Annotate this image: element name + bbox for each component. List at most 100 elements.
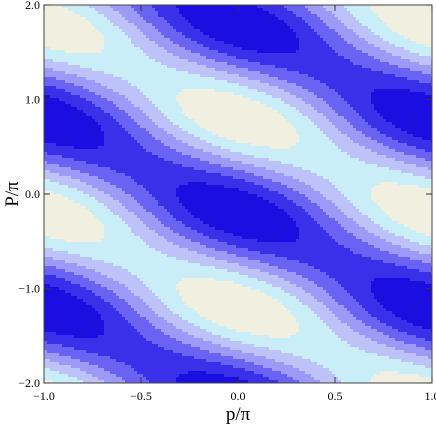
contour-cell <box>137 14 141 18</box>
contour-cell <box>296 32 300 36</box>
contour-cell <box>218 35 222 39</box>
contour-cell <box>263 17 267 21</box>
contour-cell <box>401 35 405 39</box>
contour-cell <box>407 62 411 66</box>
contour-cell <box>260 77 264 81</box>
contour-cell <box>368 17 372 21</box>
contour-cell <box>92 104 96 108</box>
contour-cell <box>290 77 294 81</box>
contour-cell <box>278 65 282 69</box>
contour-cell <box>98 38 102 42</box>
contour-cell <box>158 101 162 105</box>
contour-cell <box>326 107 330 111</box>
contour-cell <box>77 17 81 21</box>
contour-cell <box>197 41 201 45</box>
contour-cell <box>350 62 354 66</box>
contour-cell <box>65 110 69 114</box>
contour-cell <box>80 92 84 96</box>
contour-cell <box>224 83 228 87</box>
contour-cell <box>89 38 93 42</box>
contour-cell <box>203 119 207 123</box>
contour-cell <box>341 110 345 114</box>
contour-cell <box>146 50 150 54</box>
contour-cell <box>416 5 420 9</box>
contour-cell <box>248 71 252 75</box>
contour-cell <box>218 77 222 81</box>
contour-cell <box>83 83 87 87</box>
contour-cell <box>119 14 123 18</box>
contour-cell <box>413 68 417 72</box>
contour-cell <box>80 113 84 117</box>
contour-cell <box>122 56 126 60</box>
contour-cell <box>143 17 147 21</box>
contour-cell <box>287 14 291 18</box>
contour-cell <box>116 32 120 36</box>
contour-cell <box>143 41 147 45</box>
contour-cell <box>341 14 345 18</box>
contour-cell <box>44 101 48 105</box>
contour-cell <box>173 113 177 117</box>
contour-cell <box>329 29 333 33</box>
contour-cell <box>353 104 357 108</box>
contour-cell <box>401 74 405 78</box>
contour-cell <box>62 44 66 48</box>
contour-cell <box>353 86 357 90</box>
contour-cell <box>293 113 297 117</box>
contour-cell <box>149 92 153 96</box>
contour-cell <box>128 110 132 114</box>
contour-cell <box>152 86 156 90</box>
contour-cell <box>425 107 429 111</box>
contour-cell <box>128 38 132 42</box>
contour-cell <box>314 113 318 117</box>
contour-cell <box>134 83 138 87</box>
contour-cell <box>140 8 144 12</box>
contour-cell <box>143 110 147 114</box>
contour-cell <box>362 62 366 66</box>
contour-cell <box>83 38 87 42</box>
contour-cell <box>305 41 309 45</box>
contour-cell <box>77 89 81 93</box>
contour-cell <box>179 101 183 105</box>
contour-plot-area <box>44 5 432 383</box>
contour-cell <box>371 41 375 45</box>
contour-cell <box>71 44 75 48</box>
contour-cell <box>332 23 336 27</box>
contour-cell <box>263 101 267 105</box>
contour-cell <box>338 38 342 42</box>
contour-cell <box>308 92 312 96</box>
contour-cell <box>95 44 99 48</box>
contour-cell <box>398 32 402 36</box>
contour-cell <box>395 86 399 90</box>
contour-cell <box>287 8 291 12</box>
contour-cell <box>209 53 213 57</box>
contour-cell <box>272 26 276 30</box>
contour-cell <box>95 11 99 15</box>
contour-cell <box>167 38 171 42</box>
contour-cell <box>194 116 198 120</box>
contour-cell <box>122 5 126 9</box>
contour-cell <box>365 68 369 72</box>
contour-cell <box>308 11 312 15</box>
contour-cell <box>47 65 51 69</box>
contour-cell <box>98 59 102 63</box>
contour-cell <box>359 35 363 39</box>
contour-cell <box>98 113 102 117</box>
contour-cell <box>380 83 384 87</box>
contour-cell <box>311 14 315 18</box>
contour-cell <box>326 20 330 24</box>
contour-cell <box>173 26 177 30</box>
contour-cell <box>338 14 342 18</box>
contour-cell <box>98 62 102 66</box>
contour-cell <box>185 32 189 36</box>
contour-cell <box>281 95 285 99</box>
contour-cell <box>323 29 327 33</box>
contour-cell <box>65 80 69 84</box>
contour-cell <box>398 101 402 105</box>
contour-cell <box>326 35 330 39</box>
contour-cell <box>242 32 246 36</box>
contour-cell <box>299 71 303 75</box>
contour-cell <box>239 71 243 75</box>
contour-cell <box>236 92 240 96</box>
contour-cell <box>326 80 330 84</box>
contour-cell <box>209 14 213 18</box>
